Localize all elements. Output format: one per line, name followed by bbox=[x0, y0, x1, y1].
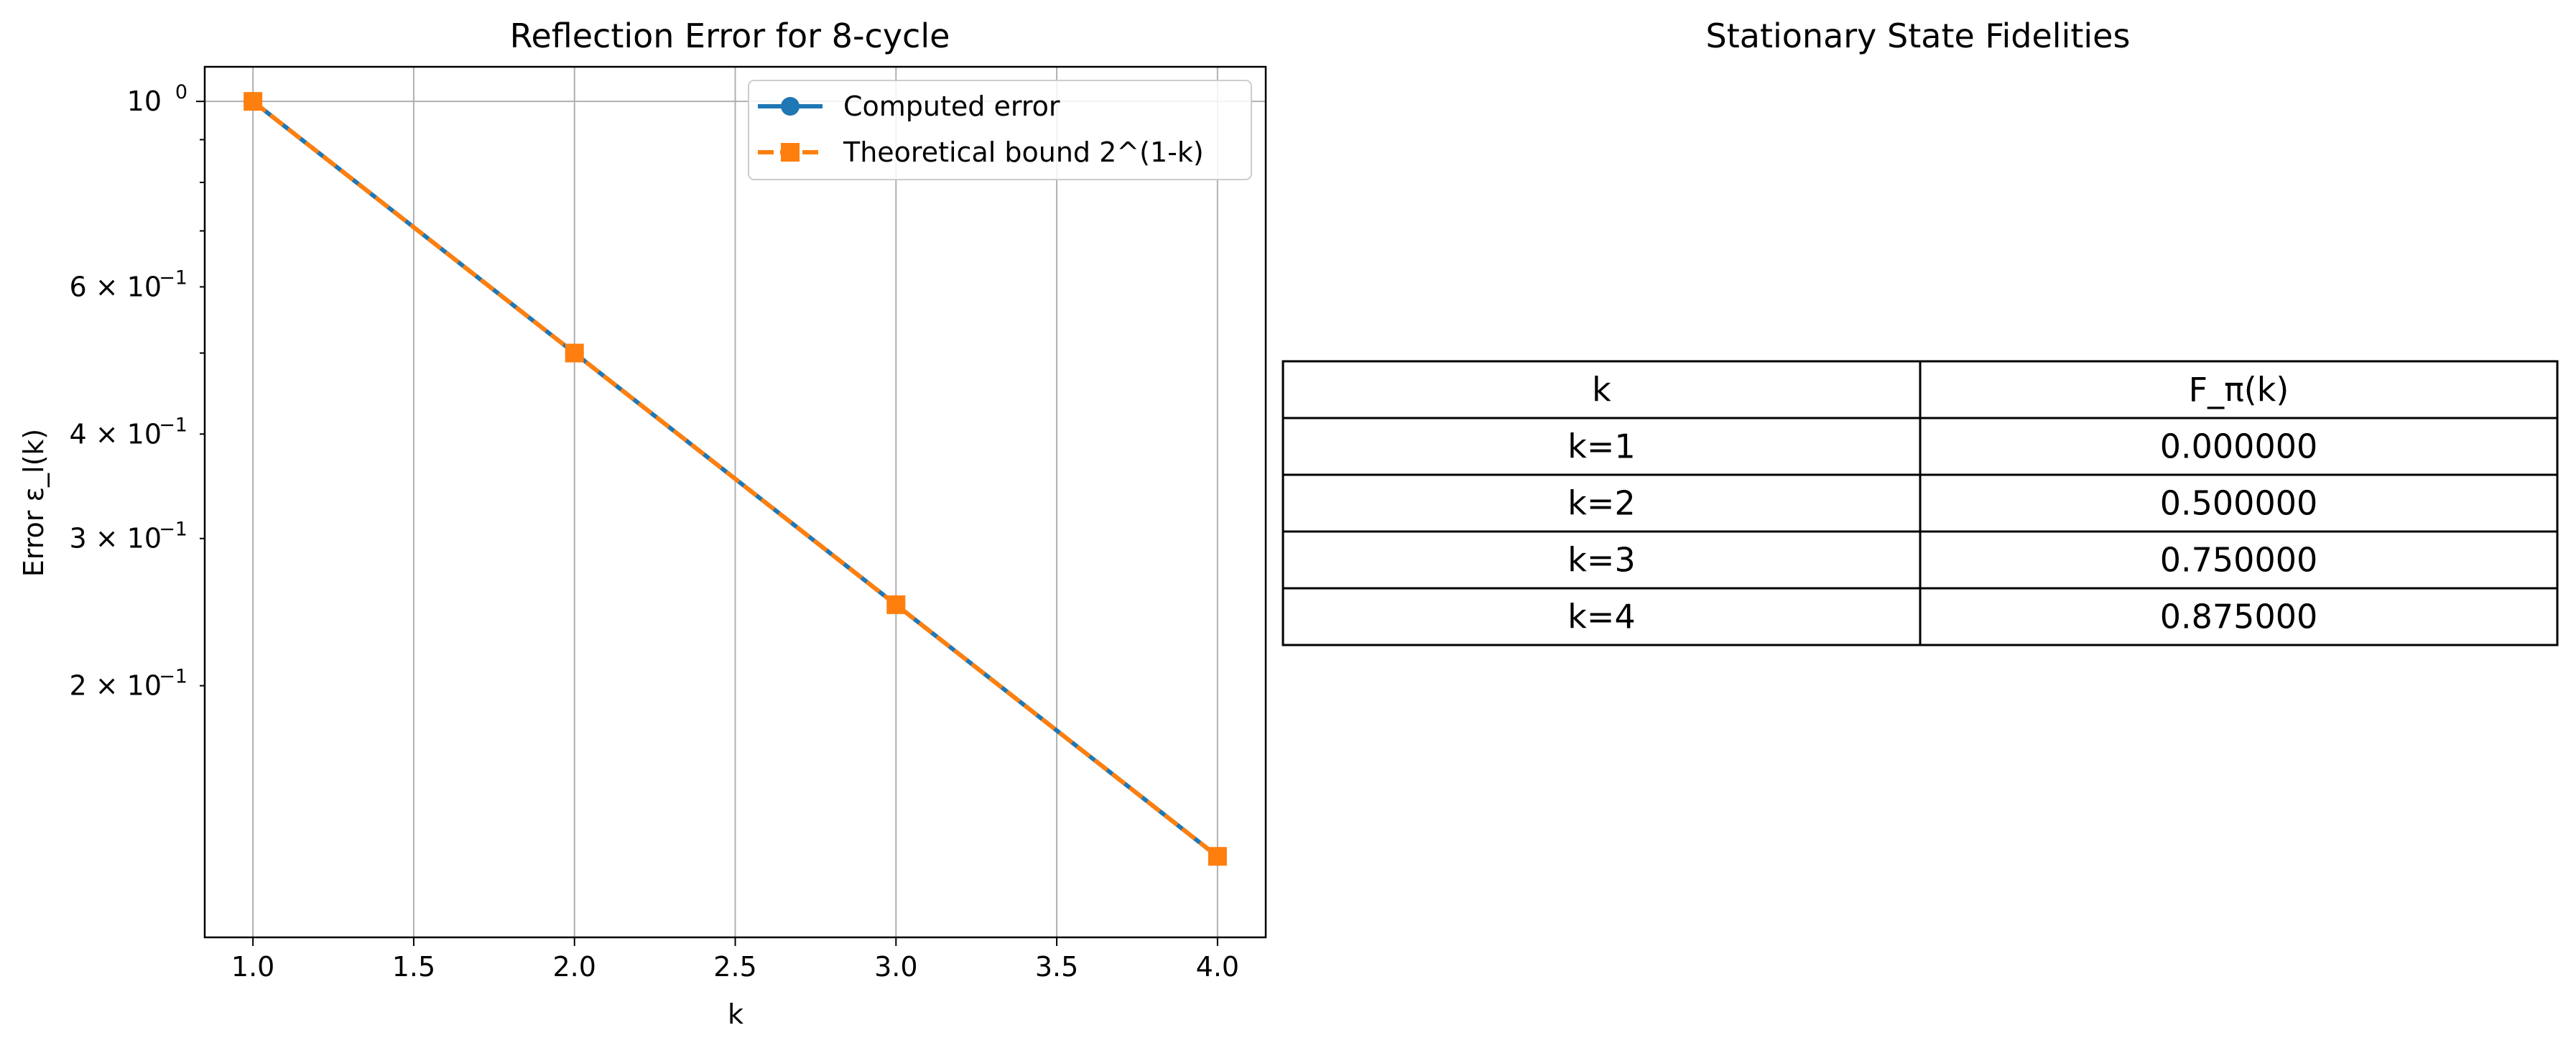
legend-label-bound: Theoretical bound 2^(1-k) bbox=[843, 136, 1204, 168]
y-tick-label: 2 × 10 bbox=[69, 670, 162, 702]
x-tick-label: 2.0 bbox=[552, 951, 596, 983]
data-point-bound bbox=[565, 343, 584, 363]
y-tick-exponent: −1 bbox=[159, 519, 187, 541]
series-layer bbox=[244, 92, 1227, 866]
grid-lines bbox=[205, 67, 1266, 937]
y-tick-exponent: −1 bbox=[159, 266, 187, 289]
y-axis-label: Error ε_l(k) bbox=[18, 429, 50, 577]
chart-title: Reflection Error for 8-cycle bbox=[510, 17, 950, 55]
x-tick-label: 3.0 bbox=[874, 951, 917, 983]
x-tick-label: 3.5 bbox=[1035, 951, 1078, 983]
legend-marker-bound bbox=[781, 143, 800, 162]
y-tick-label: 4 × 10 bbox=[69, 418, 162, 450]
y-tick-exponent: 0 bbox=[175, 81, 187, 103]
table-cell: k=2 bbox=[1567, 484, 1635, 523]
table-cell: k=4 bbox=[1567, 598, 1635, 636]
x-tick-label: 1.5 bbox=[392, 951, 435, 983]
data-point-bound bbox=[886, 595, 906, 614]
y-tick-label: 3 × 10 bbox=[69, 523, 162, 555]
legend-label-computed: Computed error bbox=[843, 91, 1060, 122]
table-title: Stationary State Fidelities bbox=[1706, 17, 2131, 55]
x-axis-ticks: 1.0 1.5 2.0 2.5 3.0 3.5 4.0 bbox=[231, 937, 1239, 983]
y-tick-exponent: −1 bbox=[159, 414, 187, 436]
table-cell: 0.000000 bbox=[2160, 427, 2318, 466]
table-cell: k=1 bbox=[1567, 427, 1635, 466]
x-tick-label: 4.0 bbox=[1196, 951, 1239, 983]
data-point-bound bbox=[244, 92, 263, 111]
fidelity-table: k F_π(k) k=1 0.000000 k=2 0.500000 k=3 0.750000… bbox=[1282, 360, 2559, 646]
table-cell: k=3 bbox=[1567, 541, 1635, 580]
legend-marker-computed bbox=[781, 97, 800, 116]
data-point-bound bbox=[1208, 847, 1227, 866]
series-line-1 bbox=[251, 99, 1219, 858]
table-panel: Stationary State Fidelities k F_π(k) k=1 0.… bbox=[1282, 17, 2559, 646]
table-header-cell: F_π(k) bbox=[2189, 371, 2289, 409]
table-header-cell: k bbox=[1592, 371, 1611, 409]
legend-box bbox=[748, 80, 1252, 180]
x-tick-label: 1.0 bbox=[231, 951, 274, 983]
table-cell: 0.500000 bbox=[2160, 484, 2318, 523]
line-chart-panel: Reflection Error for 8-cycle 1.0 1.5 2.0 2.… bbox=[18, 17, 1267, 1030]
table-cell: 0.875000 bbox=[2160, 598, 2318, 636]
y-tick-label: 6 × 10 bbox=[69, 271, 162, 302]
x-tick-label: 2.5 bbox=[713, 951, 756, 983]
y-tick-label: 10 bbox=[127, 85, 162, 117]
table-cell: 0.750000 bbox=[2160, 541, 2318, 580]
y-axis-ticks: 10 06 × 10−14 × 10−13 × 10−12 × 10−1 bbox=[69, 81, 205, 702]
x-axis-label: k bbox=[728, 998, 743, 1030]
y-tick-exponent: −1 bbox=[159, 666, 187, 688]
legend: Computed error Theoretical bound 2^(1-k) bbox=[748, 80, 1252, 180]
